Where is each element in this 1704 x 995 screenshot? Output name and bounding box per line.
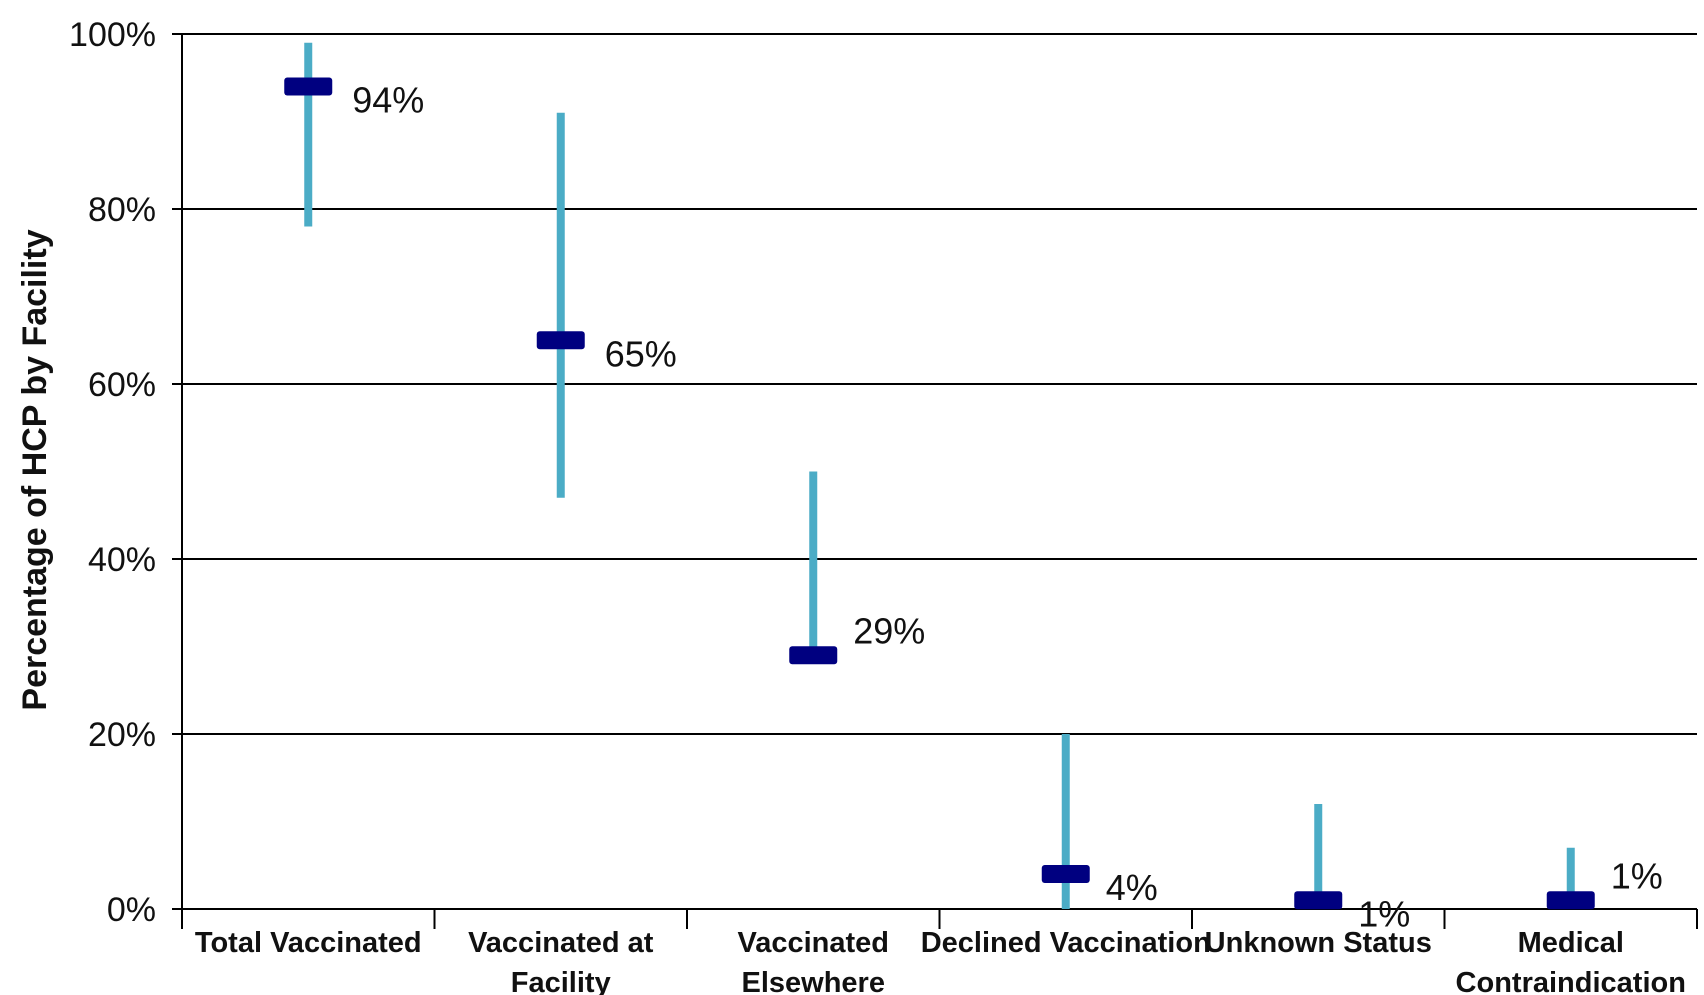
- value-marker: [1294, 891, 1343, 910]
- category-label: Contraindication: [1456, 967, 1686, 995]
- category-label: Facility: [511, 967, 611, 995]
- value-marker: [536, 331, 585, 350]
- category-label: Vaccinated at: [468, 927, 654, 959]
- gridlines: [182, 33, 1697, 735]
- range-bar: [1061, 734, 1070, 909]
- y-tick-label: 60%: [88, 366, 156, 404]
- range-bar: [304, 42, 313, 227]
- category-label: Total Vaccinated: [195, 927, 422, 959]
- range-bar: [1314, 804, 1323, 909]
- category-label: Elsewhere: [742, 967, 885, 995]
- value-markers: [284, 77, 1595, 910]
- y-tick-label: 40%: [88, 541, 156, 579]
- y-axis-title: Percentage of HCP by Facility: [16, 229, 54, 710]
- value-marker: [1546, 891, 1595, 910]
- axes: [172, 33, 1698, 929]
- data-label: 94%: [352, 80, 424, 121]
- category-label: Medical: [1518, 927, 1624, 959]
- y-tick-labels: 0% 20% 40% 60% 80% 100%: [69, 16, 156, 929]
- range-bar: [809, 471, 818, 664]
- data-labels: 94% 65% 29% 4% 1% 1%: [352, 80, 1663, 935]
- y-tick-label: 80%: [88, 191, 156, 229]
- category-label: Unknown Status: [1205, 927, 1432, 959]
- data-label: 4%: [1106, 867, 1158, 908]
- value-marker: [789, 646, 838, 665]
- y-tick-label: 0%: [107, 891, 156, 929]
- category-label: Declined Vaccination: [921, 927, 1211, 959]
- range-bars: [304, 42, 1575, 909]
- data-label: 65%: [605, 333, 677, 374]
- range-bar: [1566, 847, 1575, 909]
- category-label: Vaccinated: [737, 927, 889, 959]
- category-labels: Total Vaccinated Vaccinated at Facility Vac…: [195, 927, 1686, 995]
- data-label: 1%: [1358, 893, 1410, 934]
- y-tick-label: 20%: [88, 716, 156, 754]
- value-marker: [1041, 865, 1090, 883]
- y-tick-label: 100%: [69, 16, 156, 54]
- value-marker: [284, 77, 333, 96]
- range-bar: [556, 112, 565, 498]
- data-label: 29%: [853, 610, 925, 651]
- data-label: 1%: [1611, 855, 1663, 896]
